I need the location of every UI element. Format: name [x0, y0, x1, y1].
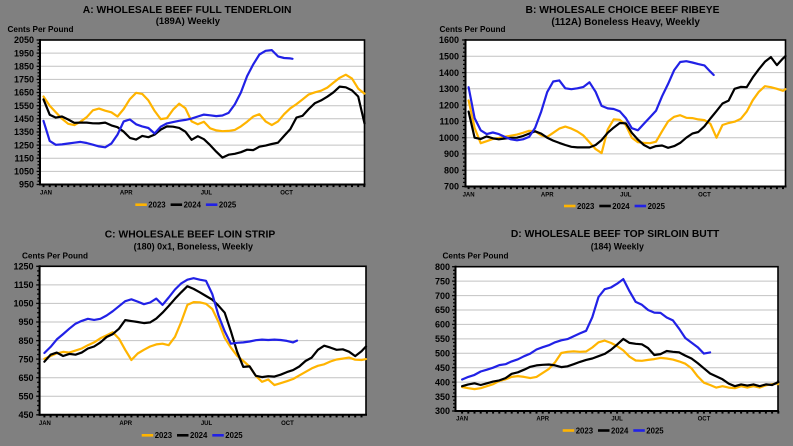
- svg-text:2024: 2024: [190, 431, 208, 440]
- svg-text:1950: 1950: [14, 48, 34, 58]
- svg-text:1250: 1250: [13, 262, 33, 272]
- svg-text:2024: 2024: [612, 202, 630, 211]
- svg-text:1100: 1100: [439, 117, 459, 127]
- svg-text:1000: 1000: [439, 133, 459, 143]
- svg-text:2023: 2023: [577, 202, 595, 211]
- svg-text:2024: 2024: [611, 426, 629, 435]
- svg-text:JUL: JUL: [620, 193, 632, 199]
- svg-text:1350: 1350: [14, 127, 34, 137]
- svg-text:1400: 1400: [439, 68, 459, 78]
- svg-text:APR: APR: [120, 191, 133, 197]
- svg-text:500: 500: [435, 349, 450, 359]
- svg-text:1600: 1600: [439, 35, 459, 45]
- svg-text:JUL: JUL: [201, 191, 213, 197]
- svg-text:450: 450: [18, 410, 33, 420]
- svg-text:550: 550: [435, 334, 450, 344]
- svg-text:2050: 2050: [14, 35, 34, 45]
- svg-text:1550: 1550: [14, 101, 34, 111]
- svg-text:2025: 2025: [646, 426, 664, 435]
- svg-text:Cents Per Pound: Cents Per Pound: [22, 251, 88, 260]
- svg-text:B: WHOLESALE CHOICE BEEF RIBEY: B: WHOLESALE CHOICE BEEF RIBEYE: [526, 5, 720, 16]
- svg-text:2025: 2025: [219, 201, 237, 210]
- svg-text:1250: 1250: [14, 140, 34, 150]
- svg-text:(180) 0x1, Boneless, Weekly: (180) 0x1, Boneless, Weekly: [134, 241, 253, 251]
- svg-text:1150: 1150: [14, 153, 34, 163]
- svg-text:800: 800: [444, 165, 459, 175]
- svg-text:C: WHOLESALE BEEF LOIN STRIP: C: WHOLESALE BEEF LOIN STRIP: [105, 230, 276, 241]
- svg-text:600: 600: [435, 320, 450, 330]
- svg-text:750: 750: [435, 276, 450, 286]
- svg-text:Cents Per Pound: Cents Per Pound: [8, 25, 74, 34]
- svg-text:1500: 1500: [439, 52, 459, 62]
- svg-text:1150: 1150: [14, 280, 34, 290]
- svg-text:APR: APR: [541, 193, 554, 199]
- svg-text:1050: 1050: [13, 299, 33, 309]
- svg-text:1650: 1650: [14, 88, 34, 98]
- svg-text:(189A) Weekly: (189A) Weekly: [156, 16, 221, 27]
- svg-text:1450: 1450: [14, 114, 34, 124]
- svg-text:650: 650: [435, 305, 450, 315]
- svg-text:OCT: OCT: [698, 417, 711, 423]
- svg-text:1300: 1300: [439, 84, 459, 94]
- svg-text:850: 850: [18, 336, 33, 346]
- svg-text:700: 700: [435, 291, 450, 301]
- svg-text:JAN: JAN: [463, 193, 475, 199]
- svg-text:950: 950: [18, 317, 33, 327]
- svg-text:2023: 2023: [155, 431, 173, 440]
- svg-text:2025: 2025: [225, 431, 243, 440]
- svg-text:2023: 2023: [148, 201, 166, 210]
- svg-text:950: 950: [19, 180, 34, 190]
- svg-text:300: 300: [435, 406, 450, 416]
- svg-text:OCT: OCT: [281, 421, 294, 427]
- svg-text:650: 650: [18, 373, 33, 383]
- svg-text:D: WHOLESALE BEEF TOP SIRLOIN: D: WHOLESALE BEEF TOP SIRLOIN BUTT: [511, 229, 720, 240]
- svg-text:APR: APR: [119, 421, 132, 427]
- svg-text:(184) Weekly: (184) Weekly: [591, 242, 644, 252]
- svg-text:OCT: OCT: [698, 193, 711, 199]
- svg-text:1050: 1050: [14, 167, 34, 177]
- svg-text:Cents Per Pound: Cents Per Pound: [443, 251, 509, 260]
- svg-text:750: 750: [18, 354, 33, 364]
- svg-text:A: WHOLESALE BEEF FULL TENDERL: A: WHOLESALE BEEF FULL TENDERLOIN: [83, 5, 292, 16]
- svg-text:JAN: JAN: [40, 191, 52, 197]
- svg-text:JUL: JUL: [201, 421, 213, 427]
- svg-text:450: 450: [435, 363, 450, 373]
- svg-text:2024: 2024: [184, 201, 202, 210]
- svg-text:OCT: OCT: [280, 191, 293, 197]
- svg-text:JAN: JAN: [39, 421, 51, 427]
- svg-text:900: 900: [444, 149, 459, 159]
- svg-text:1850: 1850: [14, 62, 34, 72]
- svg-text:(112A) Boneless Heavy, Weekly: (112A) Boneless Heavy, Weekly: [551, 17, 700, 28]
- svg-text:350: 350: [435, 392, 450, 402]
- svg-text:1200: 1200: [439, 100, 459, 110]
- svg-text:JAN: JAN: [456, 417, 468, 423]
- svg-text:2025: 2025: [648, 202, 666, 211]
- svg-text:APR: APR: [536, 417, 549, 423]
- svg-text:400: 400: [435, 377, 450, 387]
- svg-text:550: 550: [18, 391, 33, 401]
- svg-text:2023: 2023: [576, 426, 594, 435]
- svg-text:Cents Per Pound: Cents Per Pound: [440, 25, 506, 34]
- svg-text:1750: 1750: [14, 75, 34, 85]
- svg-text:700: 700: [444, 182, 459, 192]
- svg-text:800: 800: [435, 262, 450, 272]
- svg-text:JUL: JUL: [611, 417, 623, 423]
